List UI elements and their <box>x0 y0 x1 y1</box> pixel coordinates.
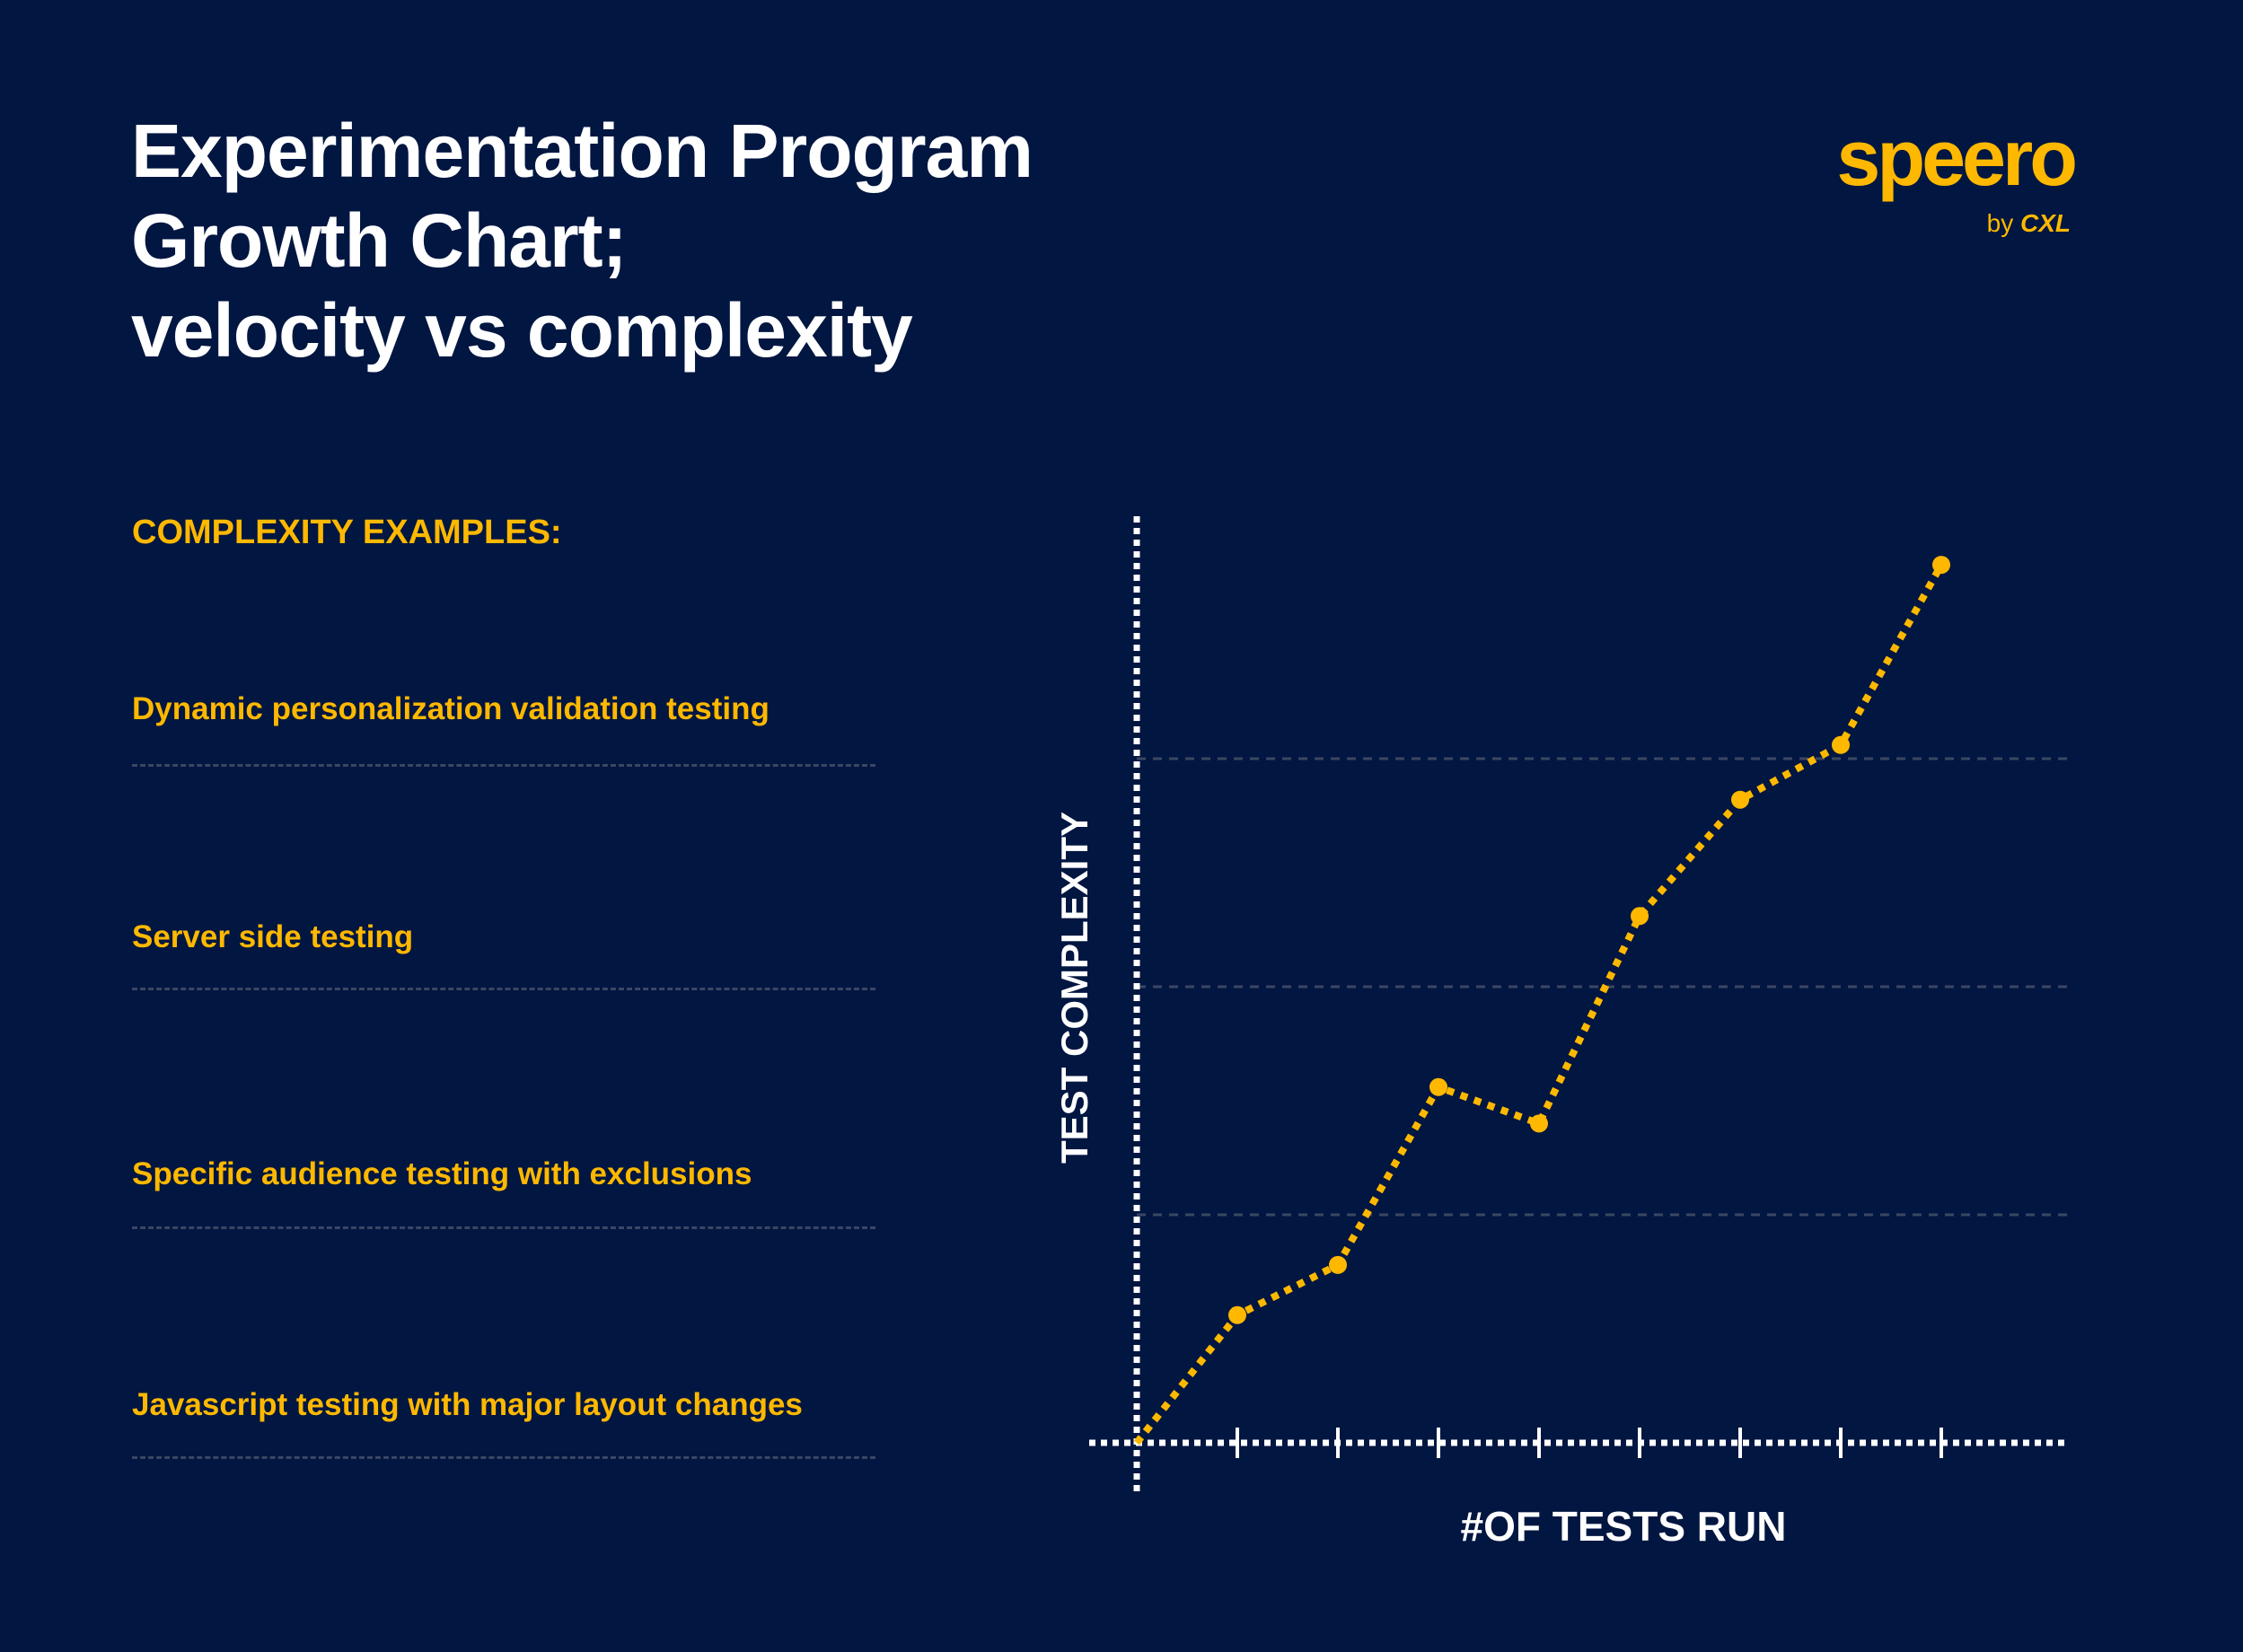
data-point <box>1832 735 1850 754</box>
example-divider <box>132 1456 875 1459</box>
logo-by: by <box>1986 209 2014 237</box>
data-line <box>1133 563 1945 1446</box>
data-point <box>1530 1114 1548 1133</box>
page-title: Experimentation Program Growth Chart; ve… <box>131 106 1034 375</box>
x-axis-label: #OF TESTS RUN <box>1460 1503 1787 1550</box>
speero-logo: speero by CXL <box>1796 111 2078 255</box>
examples-heading: COMPLEXITY EXAMPLES: <box>132 514 562 551</box>
logo-wordmark: speero <box>1836 113 2078 202</box>
title-line: Experimentation Program <box>131 109 1034 193</box>
example-divider <box>132 1226 875 1229</box>
data-point <box>1429 1077 1447 1096</box>
data-point <box>1329 1255 1347 1274</box>
data-point <box>1631 907 1649 926</box>
title-line: velocity vs complexity <box>131 288 913 373</box>
example-label: Server side testing <box>132 919 414 954</box>
logo-brand: CXL <box>2020 209 2071 237</box>
example-divider <box>132 988 875 990</box>
example-label: Javascript testing with major layout cha… <box>132 1387 803 1422</box>
data-point <box>1228 1305 1246 1324</box>
example-label: Dynamic personalization validation testi… <box>132 691 770 726</box>
logo-byline: by CXL <box>1987 208 2071 239</box>
example-label: Specific audience testing with exclusion… <box>132 1156 752 1191</box>
example-divider <box>132 764 875 767</box>
data-point <box>1731 790 1749 809</box>
data-point <box>1932 556 1950 575</box>
y-axis-label: TEST COMPLEXITY <box>1053 811 1095 1164</box>
title-line: Growth Chart; <box>131 198 628 283</box>
